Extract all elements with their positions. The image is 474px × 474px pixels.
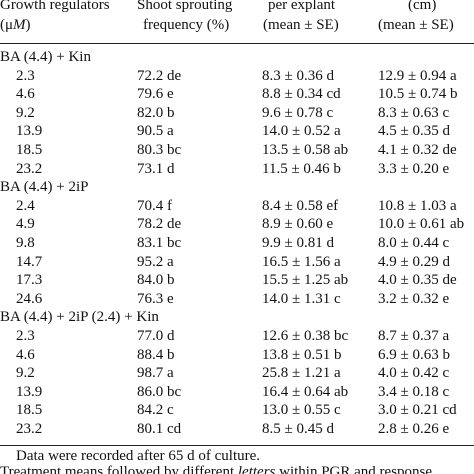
table-cell: 3.2 ± 0.32 e [378, 290, 450, 307]
column-header: Growth regulators [0, 0, 110, 13]
table-cell: 13.0 ± 0.55 c [262, 402, 341, 419]
table-cell: 2.4 [16, 197, 35, 214]
table-cell: 8.3 ± 0.63 c [378, 104, 450, 121]
text-part: within PGR and response [275, 464, 433, 474]
table-cell: 13.5 ± 0.58 ab [262, 142, 349, 158]
table-cell: 15.5 ± 1.25 ab [262, 272, 349, 289]
column-header: (mean ± SE) [378, 17, 454, 33]
text-part: Treatment means followed by different [0, 464, 238, 474]
table-cell: 8.7 ± 0.37 a [378, 328, 450, 344]
table-cell: 76.3 e [137, 290, 174, 307]
table-cell: 90.5 a [137, 123, 174, 140]
text-part: M [13, 17, 26, 33]
table-cell: 2.8 ± 0.26 e [378, 421, 450, 437]
table-cell: 88.4 b [137, 346, 175, 363]
table-cell: 9.9 ± 0.81 d [262, 235, 334, 251]
table-cell: 16.5 ± 1.56 a [262, 253, 341, 270]
table-cell: 4.0 ± 0.35 de [378, 272, 457, 289]
column-header: (mean ± SE) [263, 17, 339, 33]
bottom-rule [0, 445, 474, 446]
table-cell: 14.0 ± 1.31 c [262, 290, 341, 307]
table-cell: 86.0 bc [137, 383, 182, 400]
table-cell: 78.2 de [137, 216, 182, 233]
table-cell: 80.1 cd [137, 421, 182, 437]
table-cell: 4.9 ± 0.29 d [378, 253, 450, 270]
table-cell: 8.3 ± 0.36 d [262, 67, 334, 84]
table-cell: 4.6 [16, 86, 35, 103]
table-cell: 23.2 [16, 160, 43, 177]
table-cell: 8.9 ± 0.60 e [262, 216, 334, 233]
table-cell: 25.8 ± 1.21 a [262, 365, 341, 382]
column-header: Shoot sprouting [137, 0, 233, 13]
table-cell: 9.6 ± 0.78 c [262, 104, 334, 121]
table-cell: 83.1 bc [137, 235, 182, 251]
table-cell: 14.0 ± 0.52 a [262, 123, 341, 140]
table-cell: 17.3 [16, 272, 43, 289]
column-header: (μM) [0, 17, 31, 33]
footnote: Treatment means followed by different le… [0, 464, 432, 474]
table-cell: 2.3 [16, 67, 35, 84]
table-cell: 3.3 ± 0.20 e [378, 160, 450, 177]
table-cell: 23.2 [16, 421, 43, 437]
table-cell: 9.2 [16, 104, 35, 121]
table-cell: 9.2 [16, 365, 35, 382]
column-header: frequency (%) [143, 17, 230, 33]
table-cell: 4.1 ± 0.32 de [378, 142, 457, 158]
table-cell: 70.4 f [137, 197, 172, 214]
table-cell: 4.0 ± 0.42 c [378, 365, 450, 382]
table-cell: 13.9 [16, 383, 43, 400]
text-part: letters [237, 464, 276, 474]
table-cell: 73.1 d [137, 160, 175, 177]
group-label: BA (4.4) + 2iP (2.4) + Kin [0, 309, 159, 326]
table-cell: 10.0 ± 0.61 ab [378, 216, 465, 233]
table-cell: 10.5 ± 0.74 b [378, 86, 458, 103]
table-cell: 11.5 ± 0.46 b [262, 160, 341, 177]
text-part: (μ [0, 17, 14, 33]
table-cell: 18.5 [16, 142, 43, 158]
table-cell: 16.4 ± 0.64 ab [262, 383, 349, 400]
table-cell: 72.2 de [137, 67, 182, 84]
column-header: (cm) [408, 0, 437, 13]
table-cell: 8.0 ± 0.44 c [378, 235, 450, 251]
table-cell: 9.8 [16, 235, 35, 251]
table-cell: 95.2 a [137, 253, 174, 270]
table-cell: 79.6 e [137, 86, 174, 103]
header-rule [0, 43, 474, 44]
table-cell: 12.6 ± 0.38 bc [262, 328, 349, 344]
table-cell: 12.9 ± 0.94 a [378, 67, 457, 84]
table-cell: 8.5 ± 0.45 d [262, 421, 334, 437]
column-header: per explant [268, 0, 336, 13]
table-cell: 2.3 [16, 328, 35, 344]
table-cell: 24.6 [16, 290, 43, 307]
table-cell: 80.3 bc [137, 142, 182, 158]
group-label: BA (4.4) + 2iP [0, 179, 89, 196]
table-cell: 4.9 [16, 216, 35, 233]
table-cell: 4.6 [16, 346, 35, 363]
text-part: ) [25, 17, 31, 33]
table-cell: 84.2 c [137, 402, 174, 419]
group-label: BA (4.4) + Kin [0, 49, 91, 65]
table-cell: 98.7 a [137, 365, 174, 382]
table-cell: 8.4 ± 0.58 ef [262, 197, 339, 214]
table-cell: 13.8 ± 0.51 b [262, 346, 342, 363]
footnote: Data were recorded after 65 d of culture… [16, 448, 261, 464]
table-cell: 6.9 ± 0.63 b [378, 346, 450, 363]
table-cell: 4.5 ± 0.35 d [378, 123, 450, 140]
table-cell: 3.0 ± 0.21 cd [378, 402, 457, 419]
table-cell: 13.9 [16, 123, 43, 140]
table-cell: 82.0 b [137, 104, 175, 121]
table-cell: 14.7 [16, 253, 43, 270]
table-cell: 3.4 ± 0.18 c [378, 383, 450, 400]
table-cell: 8.8 ± 0.34 cd [262, 86, 341, 103]
table-cell: 77.0 d [137, 328, 175, 344]
table-cell: 84.0 b [137, 272, 175, 289]
table-cell: 10.8 ± 1.03 a [378, 197, 457, 214]
table-cell: 18.5 [16, 402, 43, 419]
